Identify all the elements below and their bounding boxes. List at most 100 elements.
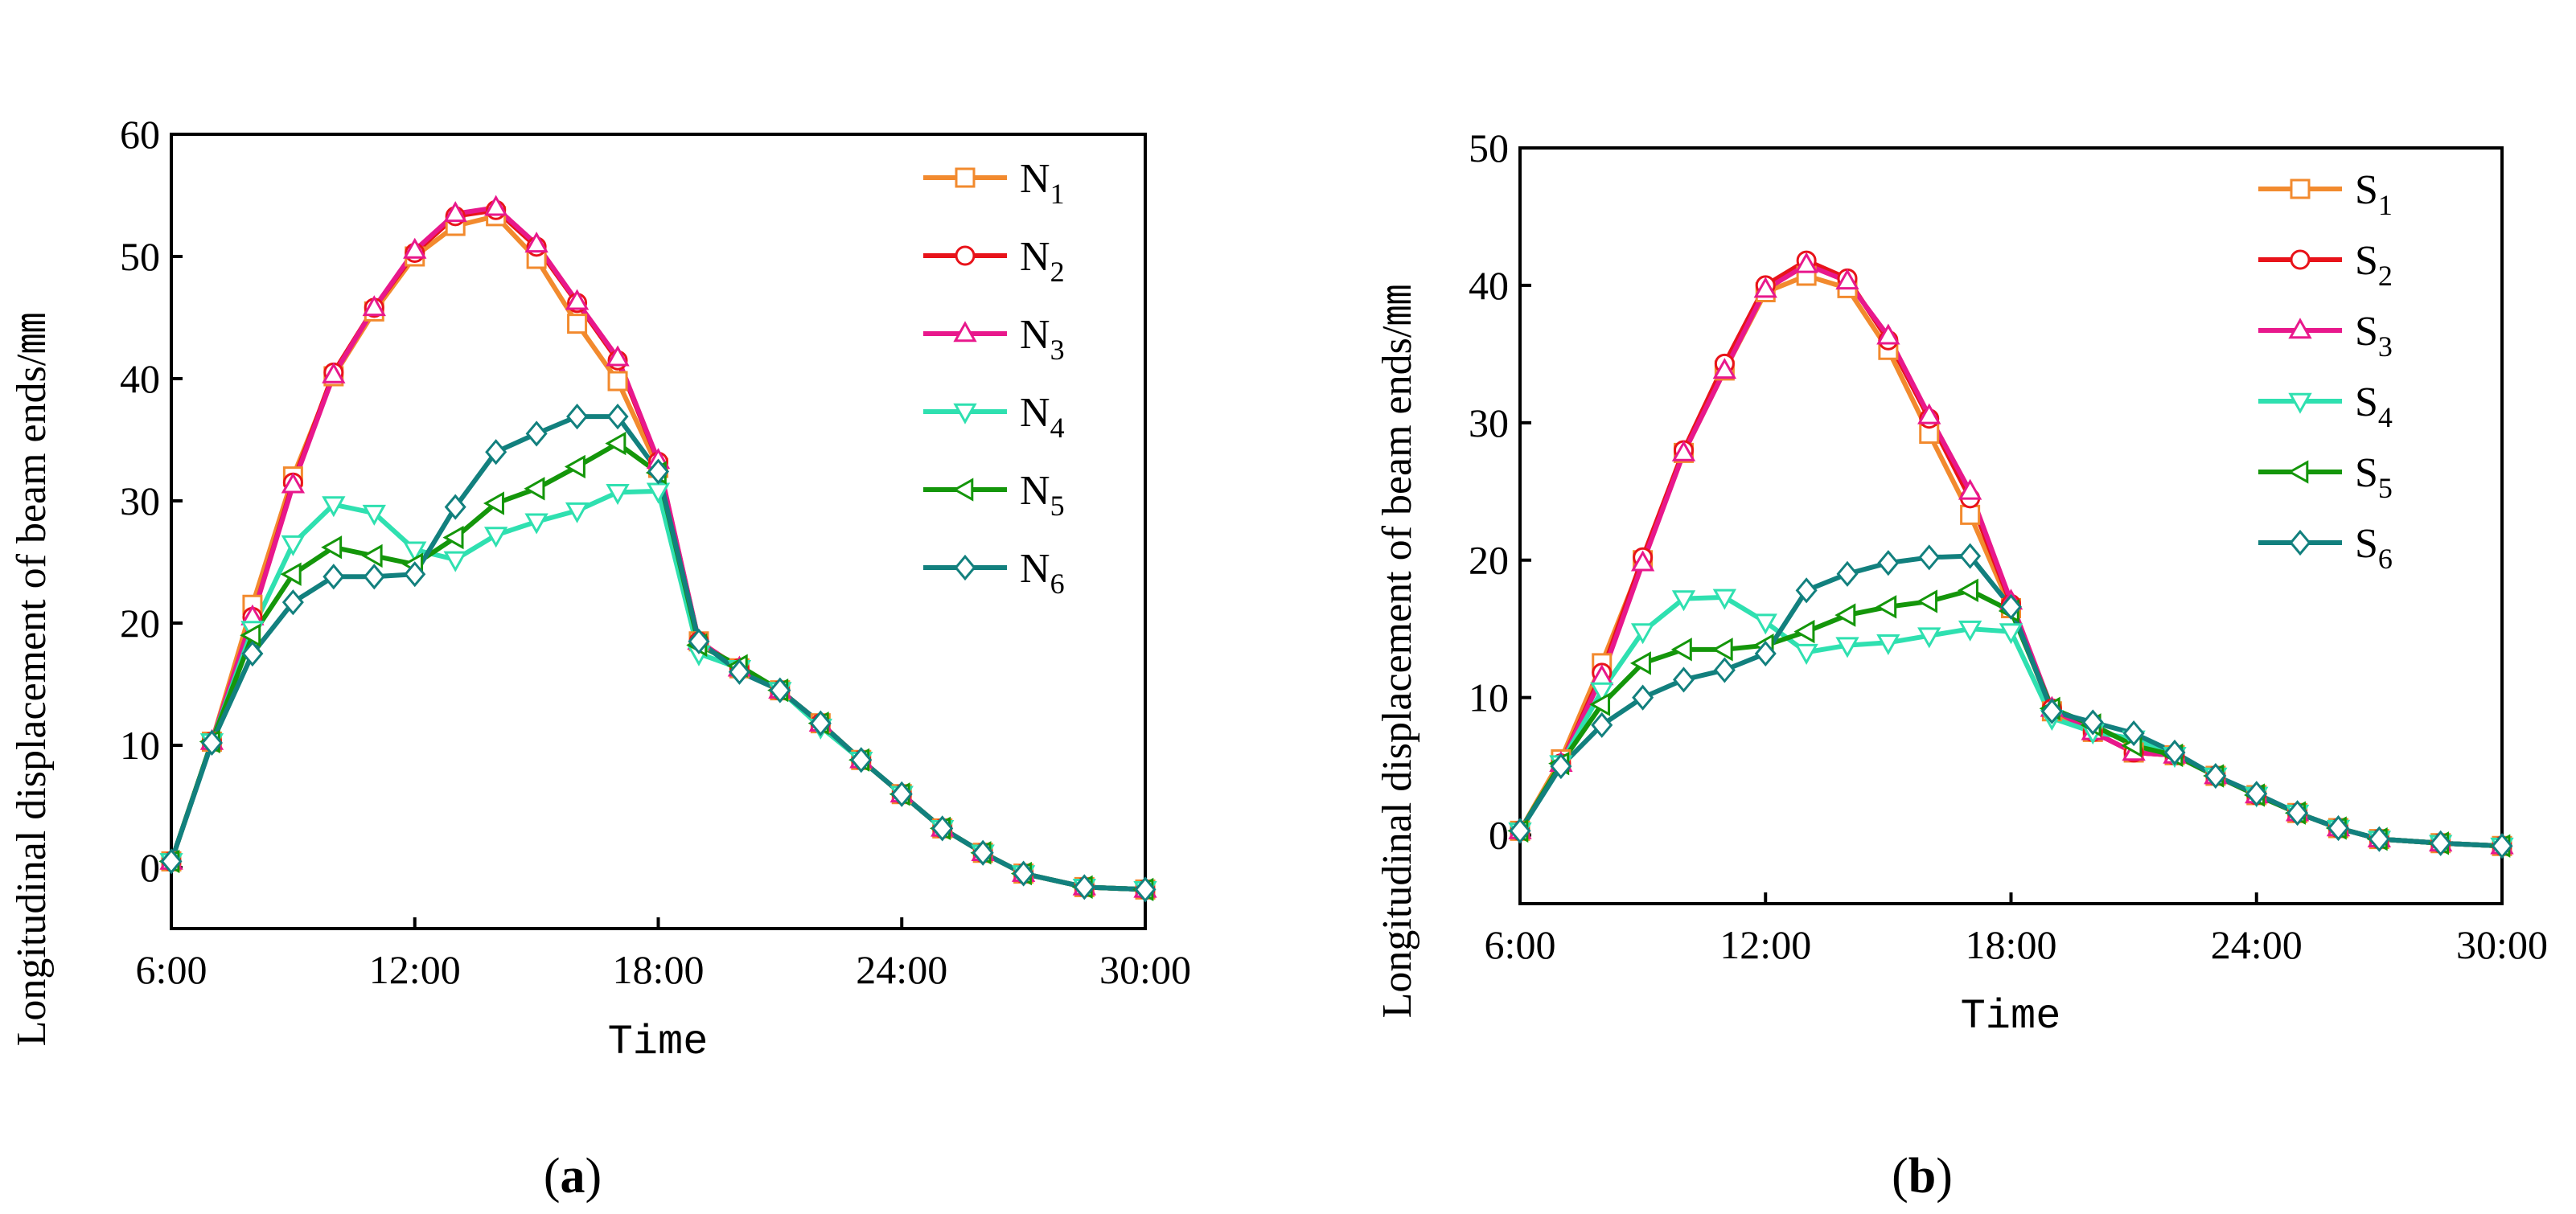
- y-tick-label-a-30: 30: [120, 478, 160, 523]
- point-b-S3-11: [1958, 478, 1982, 500]
- point-b-S6-22: [2430, 830, 2452, 856]
- point-b-S6-14: [2081, 709, 2104, 736]
- x-tick-label-b-18: 18:00: [1966, 922, 2057, 967]
- x-axis-label-b: Time: [1961, 993, 2061, 1040]
- point-a-N4-6: [403, 541, 427, 563]
- point-a-N1-11: [607, 371, 628, 392]
- point-a-N6-18: [890, 781, 913, 807]
- point-a-N6-12: [647, 458, 670, 485]
- point-b-S6-6: [1754, 640, 1777, 667]
- point-b-S4-3: [1630, 623, 1655, 645]
- point-b-S4-2: [1590, 682, 1614, 703]
- point-b-S5-7: [1793, 619, 1815, 644]
- legend-b: S1 S2 S3 S4 S5 S6: [2258, 167, 2393, 575]
- point-b-S3-7: [1794, 252, 1818, 273]
- legend-label-a-N6: N6: [1020, 546, 1065, 600]
- legend-marker-a-N2: [955, 245, 976, 266]
- legend-label-a-N5: N5: [1020, 468, 1065, 522]
- point-a-N4-8: [483, 527, 508, 548]
- point-a-N3-11: [606, 345, 630, 367]
- series-line-a-N1: [169, 213, 1146, 892]
- point-b-S6-1: [1550, 753, 1572, 780]
- x-tick-label-b-12: 12:00: [1719, 922, 1811, 967]
- series-markers-b: [1507, 250, 2514, 859]
- point-b-S6-3: [1632, 684, 1654, 711]
- legend-a: N1 N2 N3 N4 N5 N6: [923, 156, 1065, 600]
- point-a-N3-4: [322, 362, 346, 383]
- point-b-S6-17: [2204, 762, 2227, 790]
- point-b-S3-8: [1835, 269, 1859, 290]
- y-tick-label-a-60: 60: [120, 112, 160, 157]
- point-a-N4-5: [362, 504, 386, 526]
- point-b-S3-6: [1753, 277, 1777, 298]
- y-tick-label-b-10: 10: [1469, 675, 1509, 720]
- x-tick-label-a-12: 12:00: [369, 947, 461, 992]
- point-a-N6-7: [444, 494, 466, 520]
- y-tick-label-a-40: 40: [120, 356, 160, 401]
- x-axis-label-a: Time: [608, 1019, 709, 1066]
- point-b-S4-4: [1671, 590, 1696, 612]
- point-a-N6-22: [1073, 874, 1095, 900]
- legend-label-b-S6: S6: [2355, 521, 2393, 575]
- legend-label-a-N1: N1: [1020, 156, 1065, 210]
- point-a-N5-5: [361, 543, 383, 568]
- x-tick-label-b-30: 30:00: [2456, 922, 2548, 967]
- point-b-S4-8: [1835, 637, 1859, 658]
- legend-label-a-N2: N2: [1020, 234, 1065, 288]
- point-b-S6-9: [1877, 550, 1900, 576]
- x-tick-label-b-24: 24:00: [2211, 922, 2303, 967]
- legend-marker-a-N5: [952, 478, 974, 502]
- point-b-S6-16: [2163, 739, 2186, 766]
- point-a-N6-4: [323, 564, 345, 590]
- point-a-N6-10: [566, 404, 589, 430]
- chart-panel-b: Longitudinal displacement of beam ends/㎜…: [1374, 125, 2548, 1204]
- point-a-N3-7: [443, 201, 467, 223]
- legend-label-b-S1: S1: [2355, 167, 2393, 221]
- point-a-N3-5: [362, 295, 386, 317]
- series-line-a-N2: [169, 207, 1146, 892]
- point-b-S4-5: [1712, 589, 1737, 610]
- point-a-N6-0: [160, 848, 183, 875]
- point-a-N3-8: [483, 195, 508, 216]
- y-tick-label-a-20: 20: [120, 601, 160, 646]
- legend-marker-b-S1: [2290, 178, 2311, 199]
- axis-ticks-b: 0 10 20 30 40 50 6:00 12:00 18:00 24:00 30:00: [1469, 125, 2548, 967]
- legend-marker-b-S3: [2288, 318, 2312, 339]
- series-line-a-N4: [169, 488, 1146, 892]
- point-b-S4-9: [1876, 634, 1900, 655]
- legend-marker-b-S4: [2288, 392, 2312, 414]
- point-b-S6-12: [1999, 593, 2023, 620]
- legend-label-b-S5: S5: [2355, 450, 2393, 504]
- point-b-S6-21: [2368, 826, 2390, 852]
- point-b-S3-4: [1671, 440, 1696, 461]
- point-a-N6-16: [809, 710, 832, 736]
- point-a-N4-11: [606, 484, 630, 506]
- point-b-S6-18: [2245, 781, 2268, 807]
- point-a-N1-10: [567, 314, 588, 334]
- point-a-N5-10: [564, 454, 585, 479]
- point-b-S6-20: [2327, 814, 2350, 842]
- point-a-N5-2: [240, 623, 261, 647]
- point-a-N5-11: [605, 431, 627, 456]
- x-tick-label-b-6: 6:00: [1485, 922, 1556, 967]
- point-b-S5-3: [1629, 651, 1651, 675]
- point-a-N6-8: [485, 439, 507, 466]
- point-b-S6-5: [1713, 657, 1736, 683]
- point-a-N3-6: [403, 237, 427, 259]
- point-a-N5-9: [524, 477, 545, 501]
- point-b-S6-19: [2286, 800, 2309, 826]
- axis-ticks-a: 0 10 20 30 40 50 60 6:00 12:00 18:00 24:00 30:00: [120, 112, 1191, 992]
- x-tick-label-a-24: 24:00: [856, 947, 947, 992]
- legend-marker-b-S2: [2290, 249, 2311, 270]
- point-a-N5-4: [321, 535, 343, 560]
- legend-label-b-S3: S3: [2355, 309, 2393, 363]
- point-b-S6-10: [1918, 544, 1941, 571]
- point-b-S6-8: [1836, 560, 1859, 587]
- point-b-S6-7: [1795, 577, 1818, 604]
- y-axis-label-b: Longitudinal displacement of beam ends/㎜: [1374, 285, 1420, 1019]
- point-b-S6-2: [1591, 712, 1613, 738]
- point-b-S5-2: [1589, 692, 1611, 716]
- point-a-N3-9: [524, 232, 548, 253]
- point-a-N6-19: [931, 815, 954, 842]
